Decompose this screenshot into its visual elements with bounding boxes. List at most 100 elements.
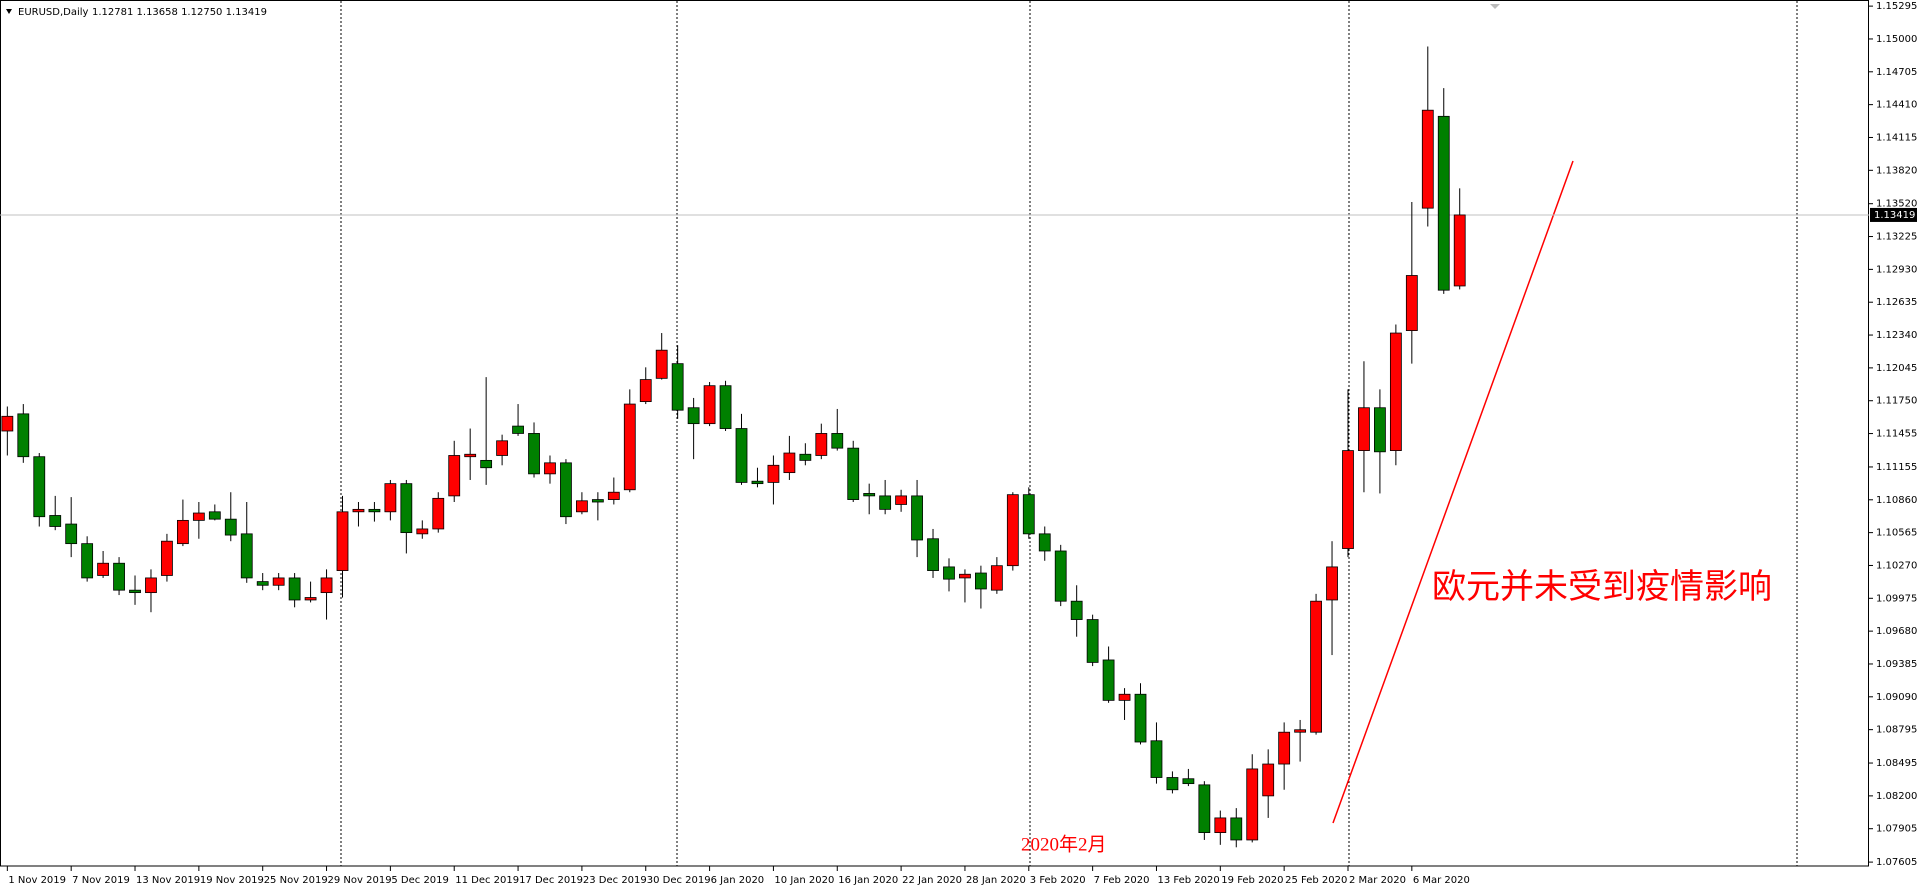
x-tick-label: 19 Nov 2019 bbox=[200, 875, 264, 886]
candle-body bbox=[751, 480, 764, 485]
x-tick-label: 7 Feb 2020 bbox=[1094, 875, 1150, 886]
candle-body bbox=[607, 491, 620, 500]
candle-body bbox=[576, 500, 588, 513]
y-tick-label: 1.08795 bbox=[1876, 725, 1917, 736]
candle-body bbox=[496, 440, 509, 456]
candle-body bbox=[783, 452, 796, 474]
x-tick-label: 30 Dec 2019 bbox=[647, 875, 711, 886]
candle-body bbox=[17, 413, 30, 458]
candle-body bbox=[687, 407, 700, 425]
candle-body bbox=[1278, 731, 1291, 765]
candle-body bbox=[655, 349, 668, 379]
x-tick-label: 25 Nov 2019 bbox=[264, 875, 328, 886]
candle-body bbox=[416, 528, 429, 535]
x-tick-label: 19 Feb 2020 bbox=[1221, 875, 1283, 886]
x-tick-label: 6 Mar 2020 bbox=[1413, 875, 1470, 886]
candle-body bbox=[1294, 729, 1307, 733]
x-tick-label: 17 Dec 2019 bbox=[519, 875, 583, 886]
candle-body bbox=[1310, 600, 1322, 733]
chart-title: EURUSD,Daily bbox=[18, 7, 89, 18]
x-tick-label: 7 Nov 2019 bbox=[72, 875, 130, 886]
y-tick-label: 1.10565 bbox=[1876, 528, 1917, 539]
candle-body bbox=[368, 508, 381, 513]
candle-body bbox=[288, 577, 301, 601]
candle-body bbox=[65, 523, 78, 545]
candle-body bbox=[1022, 494, 1035, 535]
x-tick-label: 28 Jan 2020 bbox=[966, 875, 1026, 886]
candle-body bbox=[911, 495, 923, 541]
candle-body bbox=[1102, 659, 1115, 701]
candle-body bbox=[432, 497, 445, 530]
candle-body bbox=[1214, 817, 1227, 834]
candle-body bbox=[863, 493, 876, 497]
y-tick-label: 1.09680 bbox=[1876, 626, 1917, 637]
candle-body bbox=[799, 453, 812, 461]
candle-body bbox=[1118, 693, 1131, 701]
candle-body bbox=[591, 499, 604, 503]
current-price-label: 1.13419 bbox=[1874, 210, 1915, 221]
trend-line bbox=[1332, 160, 1574, 824]
candle-body bbox=[815, 433, 828, 456]
candle-body bbox=[304, 597, 317, 601]
y-tick-label: 1.15295 bbox=[1876, 1, 1917, 12]
x-tick-label: 16 Jan 2020 bbox=[838, 875, 898, 886]
candle-body bbox=[1453, 214, 1466, 287]
candle-body bbox=[384, 483, 397, 513]
y-tick-label: 1.11455 bbox=[1876, 429, 1917, 440]
y-tick-label: 1.09975 bbox=[1876, 593, 1917, 604]
candle-body bbox=[97, 562, 109, 576]
candle-body bbox=[512, 425, 524, 434]
candle-body bbox=[703, 385, 716, 425]
candle-body bbox=[847, 447, 860, 500]
candle-body bbox=[959, 573, 971, 579]
candle-body bbox=[129, 589, 141, 594]
candle-body bbox=[767, 464, 780, 483]
candle-body bbox=[145, 577, 157, 594]
y-tick-label: 1.12045 bbox=[1876, 363, 1917, 374]
candle-body bbox=[49, 515, 62, 527]
candle-body bbox=[1038, 533, 1051, 552]
x-tick-label: 22 Jan 2020 bbox=[902, 875, 962, 886]
candle-body bbox=[352, 508, 365, 513]
candle-body bbox=[448, 455, 461, 497]
y-tick-label: 1.14410 bbox=[1876, 100, 1917, 111]
candle-body bbox=[224, 518, 237, 536]
candle-body bbox=[879, 495, 892, 510]
y-tick-label: 1.15000 bbox=[1876, 34, 1917, 45]
x-tick-label: 5 Dec 2019 bbox=[391, 875, 449, 886]
candle-body bbox=[895, 495, 908, 505]
candle-body bbox=[81, 543, 94, 579]
candle-body bbox=[1342, 450, 1354, 549]
x-tick-label: 3 Feb 2020 bbox=[1030, 875, 1086, 886]
candle-body bbox=[256, 581, 269, 586]
x-tick-label: 25 Feb 2020 bbox=[1285, 875, 1347, 886]
candle-body bbox=[528, 433, 540, 475]
y-tick-label: 1.13520 bbox=[1876, 199, 1917, 210]
y-tick-label: 1.14705 bbox=[1876, 67, 1917, 78]
candle-body bbox=[1421, 109, 1434, 209]
plot-frame bbox=[0, 0, 1869, 867]
candle-body bbox=[639, 379, 652, 403]
y-tick-label: 1.12635 bbox=[1876, 297, 1917, 308]
y-tick-label: 1.10270 bbox=[1876, 560, 1917, 571]
candle-body bbox=[990, 565, 1003, 591]
candle-body bbox=[1389, 332, 1402, 451]
chart-subtitle: 1.12781 1.13658 1.12750 1.13419 bbox=[92, 7, 267, 18]
candle-body bbox=[1182, 778, 1195, 785]
candle-body bbox=[1054, 550, 1067, 602]
candle-body bbox=[1246, 768, 1259, 841]
candle-body bbox=[1198, 784, 1211, 834]
candles bbox=[1, 46, 1466, 848]
candle-body bbox=[623, 403, 636, 491]
candle-body bbox=[719, 385, 732, 429]
y-tick-label: 1.13820 bbox=[1876, 165, 1917, 176]
candle-body bbox=[320, 577, 333, 594]
candle-body bbox=[480, 459, 493, 469]
x-tick-label: 29 Nov 2019 bbox=[328, 875, 392, 886]
candle-body bbox=[113, 562, 125, 591]
y-tick-label: 1.11155 bbox=[1876, 462, 1917, 473]
x-tick-label: 13 Feb 2020 bbox=[1157, 875, 1219, 886]
menu-triangle[interactable] bbox=[6, 9, 12, 14]
